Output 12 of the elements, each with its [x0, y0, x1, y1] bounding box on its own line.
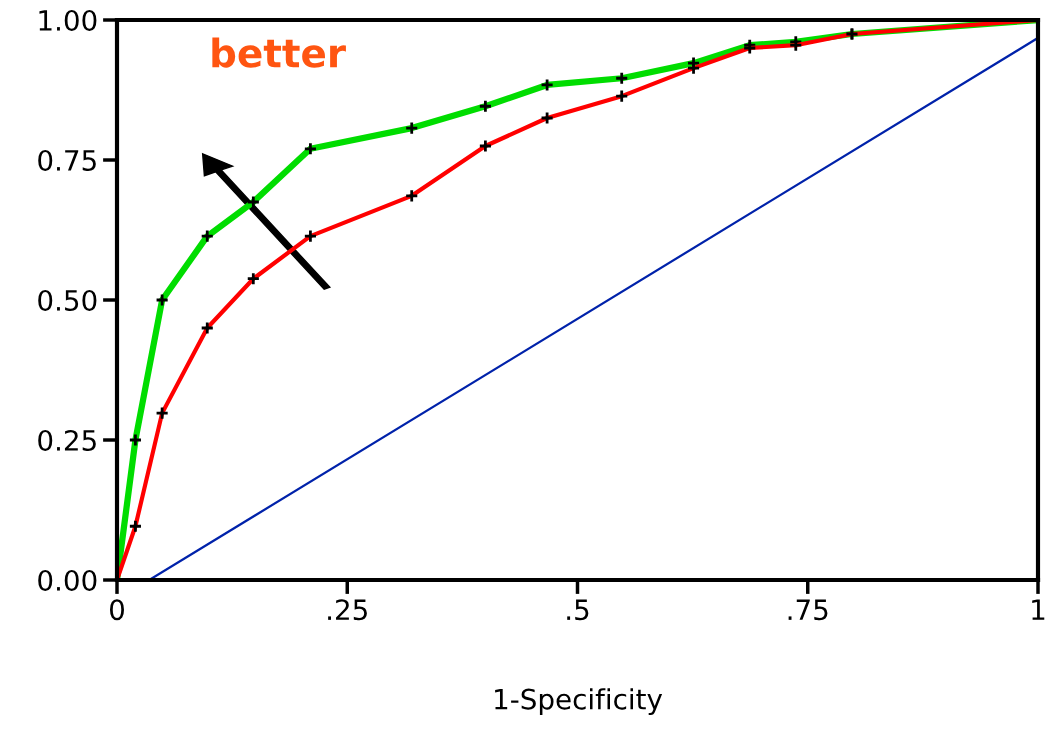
y-tick-label: 0.25 [38, 429, 96, 451]
y-tick-label: 1.00 [39, 9, 97, 31]
annotation: better [212, 37, 346, 68]
x-tick-label: .25 [328, 599, 367, 621]
y-tick-label: 0.00 [38, 569, 97, 591]
x-tick-label: .75 [788, 599, 828, 621]
x-tick-label: 1 [1032, 599, 1045, 620]
x-axis-title: 1-Specificity [495, 688, 663, 716]
y-tick-label: 0.50 [38, 289, 97, 311]
x-tick-label: .5 [567, 599, 589, 621]
x-tick-label: 0 [109, 599, 124, 621]
y-tick-label: 0.75 [38, 149, 96, 171]
